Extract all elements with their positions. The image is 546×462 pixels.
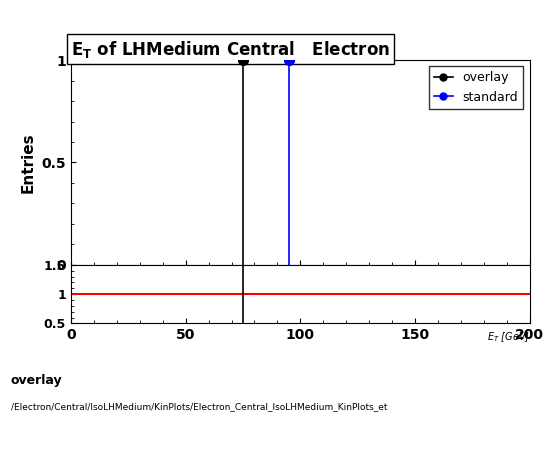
Legend: overlay, standard: overlay, standard [429, 67, 524, 109]
Text: overlay: overlay [11, 374, 63, 387]
Text: $\mathbf{E_T}$ of LHMedium Central   Electron: $\mathbf{E_T}$ of LHMedium Central Elect… [71, 38, 390, 60]
Text: $E_T$ [GeV]: $E_T$ [GeV] [486, 330, 530, 344]
Text: /Electron/Central/IsoLHMedium/KinPlots/Electron_Central_IsoLHMedium_KinPlots_et: /Electron/Central/IsoLHMedium/KinPlots/E… [11, 402, 388, 411]
Y-axis label: Entries: Entries [21, 132, 36, 193]
